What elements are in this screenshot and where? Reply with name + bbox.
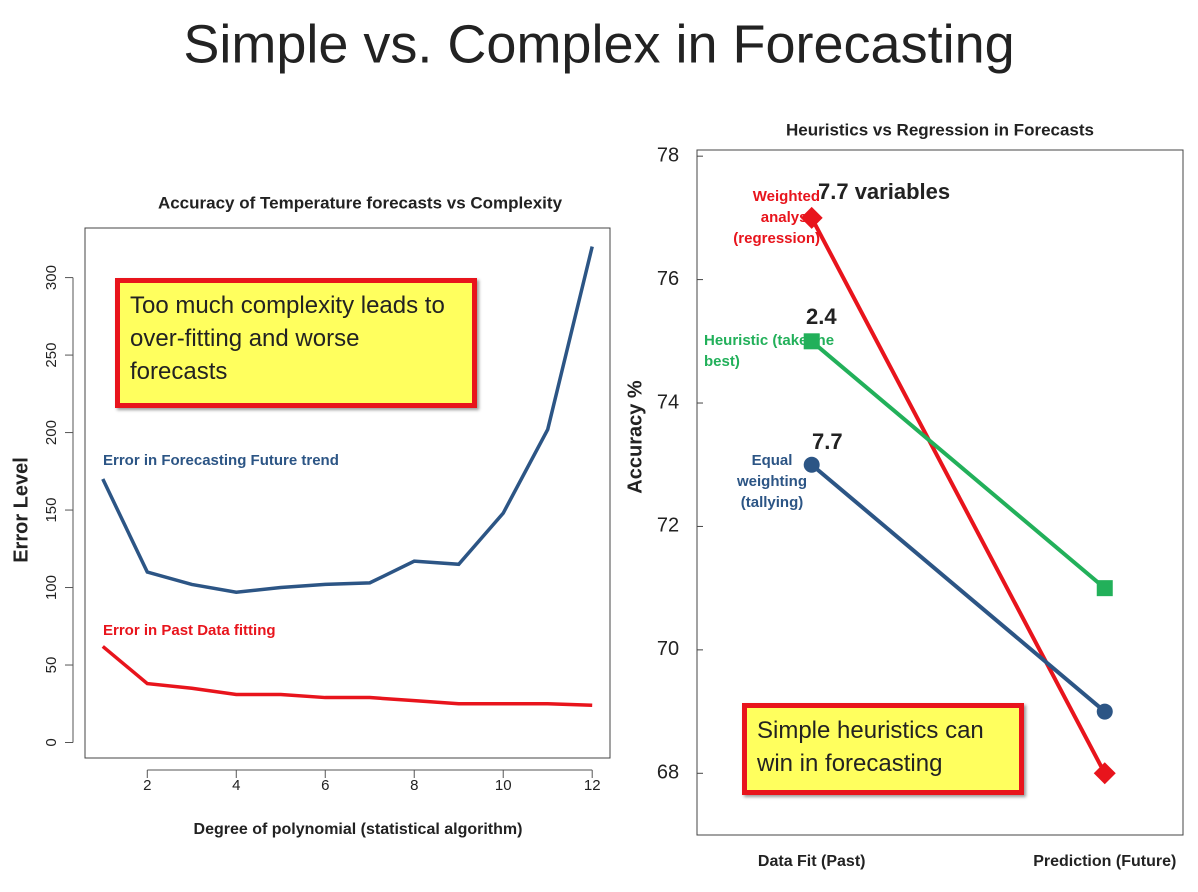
series-annotation: 7.7 — [812, 429, 843, 454]
y-tick-label: 68 — [657, 762, 679, 784]
x-tick-label: 4 — [232, 777, 240, 794]
chart-title: Heuristics vs Regression in Forecasts — [786, 120, 1094, 139]
x-tick-label: 10 — [495, 777, 512, 794]
series-line — [101, 645, 593, 708]
series-label: Heuristic (take the best) — [704, 332, 835, 370]
y-tick-label: 100 — [43, 575, 60, 600]
marker — [1093, 762, 1116, 785]
y-tick-label: 300 — [43, 265, 60, 290]
x-tick-label: Prediction (Future) — [1033, 853, 1176, 870]
x-axis-label: Degree of polynomial (statistical algori… — [194, 821, 523, 838]
chart-title: Accuracy of Temperature forecasts vs Com… — [158, 193, 563, 212]
y-axis-label: Accuracy % — [624, 380, 646, 494]
marker — [1096, 580, 1113, 597]
y-tick-label: 74 — [657, 391, 679, 413]
marker — [800, 206, 823, 229]
x-tick-label: 6 — [321, 777, 329, 794]
y-tick-label: 250 — [43, 343, 60, 368]
series-line — [101, 246, 594, 594]
y-tick-label: 200 — [43, 420, 60, 445]
marker — [803, 333, 820, 350]
y-tick-label: 70 — [657, 638, 679, 660]
series-line — [809, 216, 1107, 775]
marker — [803, 456, 820, 473]
series-label: Equal weighting (tallying) — [737, 452, 807, 511]
x-tick-label: 8 — [410, 777, 418, 794]
series-annotation: 7.7 variables — [818, 179, 950, 204]
series-label: Error in Forecasting Future trend — [103, 452, 339, 469]
x-tick-label: 12 — [584, 777, 601, 794]
y-axis-label: Error Level — [10, 457, 32, 563]
y-tick-label: 0 — [43, 738, 60, 746]
series-line — [810, 339, 1107, 590]
y-tick-label: 76 — [657, 268, 679, 290]
series-label: Error in Past Data fitting — [103, 622, 276, 639]
slide-title: Simple vs. Complex in Forecasting — [183, 14, 1014, 74]
annotation-box: Simple heuristics can win in forecasting — [742, 703, 1024, 795]
series-label: Weighted analysis (regression) — [733, 188, 820, 247]
marker — [1096, 703, 1113, 720]
plot-frame — [84, 227, 611, 759]
plot-frame — [696, 149, 1184, 836]
x-tick-label: 2 — [143, 777, 151, 794]
y-tick-label: 78 — [657, 144, 679, 166]
y-tick-label: 150 — [43, 498, 60, 523]
annotation-box: Too much complexity leads to over-fittin… — [115, 278, 477, 408]
series-line — [810, 463, 1107, 714]
series-annotation: 2.4 — [806, 304, 837, 329]
y-tick-label: 72 — [657, 515, 679, 537]
y-tick-label: 50 — [43, 657, 60, 674]
x-tick-label: Data Fit (Past) — [758, 853, 866, 870]
